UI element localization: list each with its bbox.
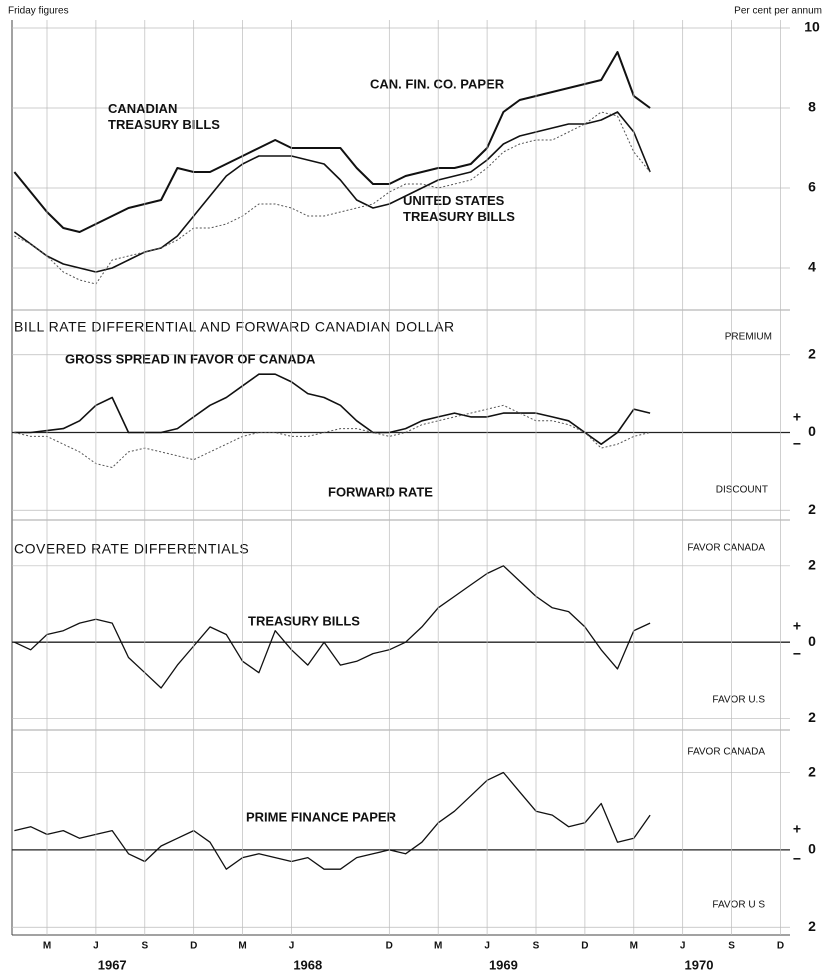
panel-title: COVERED RATE DIFFERENTIALS: [14, 541, 249, 557]
plus-sign: +: [793, 409, 801, 425]
lower-label: DISCOUNT: [716, 485, 768, 496]
series-line: [13, 51, 651, 233]
x-tick-label: J: [93, 941, 99, 952]
y-tick-label: 2: [808, 709, 816, 725]
minus-sign: −: [793, 436, 801, 452]
x-tick-label: D: [386, 941, 393, 952]
year-label: 1969: [489, 957, 518, 972]
x-tick-label: M: [238, 941, 246, 952]
x-tick-label: J: [680, 941, 686, 952]
y-tick-label: 2: [808, 557, 816, 573]
x-tick-label: M: [43, 941, 51, 952]
y-tick-label: 4: [808, 259, 816, 275]
upper-label: FAVOR CANADA: [687, 543, 765, 554]
series-line: [14, 565, 651, 689]
x-tick-label: S: [533, 941, 540, 952]
upper-label: FAVOR CANADA: [687, 747, 765, 758]
x-tick-label: M: [434, 941, 442, 952]
minus-sign: −: [793, 646, 801, 662]
x-tick-label: M: [630, 941, 638, 952]
y-tick-label: 2: [808, 763, 816, 779]
series-label: TREASURY BILLS: [248, 613, 360, 628]
year-label: 1970: [685, 957, 714, 972]
y-tick-label: 2: [808, 345, 816, 361]
x-tick-label: D: [190, 941, 197, 952]
note: Per cent per annum: [734, 6, 822, 17]
y-tick-label: 2: [808, 501, 816, 517]
x-tick-label: S: [141, 941, 148, 952]
series-label: PRIME FINANCE PAPER: [246, 809, 397, 824]
plus-sign: +: [793, 821, 801, 837]
series-label: GROSS SPREAD IN FAVOR OF CANADA: [65, 351, 316, 366]
x-tick-label: S: [728, 941, 735, 952]
panel-title: BILL RATE DIFFERENTIAL AND FORWARD CANAD…: [14, 319, 455, 335]
upper-label: PREMIUM: [725, 332, 772, 343]
lower-label: FAVOR U S: [712, 900, 765, 911]
y-tick-label: 0: [808, 423, 816, 439]
x-tick-label: D: [777, 941, 784, 952]
series-label: UNITED STATES TREASURY BILLS: [403, 193, 515, 224]
series-line: [14, 404, 651, 468]
series-line: [14, 771, 651, 870]
y-tick-label: 0: [808, 841, 816, 857]
x-tick-label: D: [581, 941, 588, 952]
note: Friday figures: [8, 6, 69, 17]
series-line: [14, 111, 651, 285]
plus-sign: +: [793, 618, 801, 634]
minus-sign: −: [793, 851, 801, 867]
x-tick-label: J: [289, 941, 295, 952]
x-tick-label: J: [484, 941, 490, 952]
y-tick-label: 6: [808, 179, 816, 195]
year-label: 1968: [293, 957, 322, 972]
series-label: FORWARD RATE: [328, 484, 433, 499]
year-label: 1967: [98, 957, 127, 972]
y-tick-label: 8: [808, 99, 816, 115]
series-line: [14, 373, 651, 445]
y-tick-label: 10: [804, 19, 820, 35]
series-label: CAN. FIN. CO. PAPER: [370, 76, 505, 91]
y-tick-label: 2: [808, 918, 816, 934]
y-tick-label: 0: [808, 633, 816, 649]
series-line: [13, 111, 651, 273]
lower-label: FAVOR U.S: [712, 695, 765, 706]
series-label: CANADIAN TREASURY BILLS: [108, 101, 220, 132]
